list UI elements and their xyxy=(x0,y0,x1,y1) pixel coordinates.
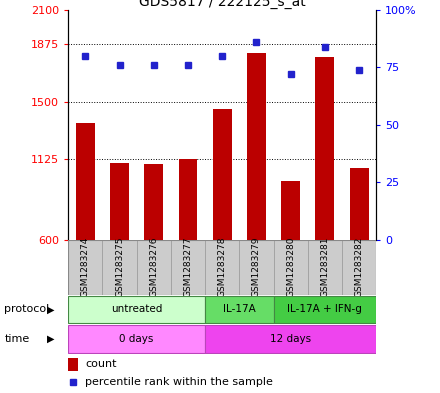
Bar xyxy=(247,53,266,240)
Text: IL-17A + IFN-g: IL-17A + IFN-g xyxy=(287,305,362,314)
Bar xyxy=(342,240,376,295)
Text: GSM1283282: GSM1283282 xyxy=(355,237,363,298)
Bar xyxy=(239,240,274,295)
Bar xyxy=(315,57,334,240)
Text: protocol: protocol xyxy=(4,305,50,314)
Text: GSM1283281: GSM1283281 xyxy=(320,237,330,298)
Text: untreated: untreated xyxy=(111,305,162,314)
Bar xyxy=(281,182,300,240)
Bar xyxy=(171,240,205,295)
Bar xyxy=(205,240,239,295)
Text: GSM1283275: GSM1283275 xyxy=(115,237,124,298)
Text: 12 days: 12 days xyxy=(270,334,311,344)
Bar xyxy=(274,240,308,295)
Text: GSM1283278: GSM1283278 xyxy=(218,237,227,298)
Bar xyxy=(308,240,342,295)
Bar xyxy=(110,163,129,240)
Text: GSM1283277: GSM1283277 xyxy=(183,237,192,298)
Bar xyxy=(213,109,231,240)
Bar xyxy=(76,123,95,240)
Text: GSM1283276: GSM1283276 xyxy=(149,237,158,298)
Text: ▶: ▶ xyxy=(47,334,55,344)
Text: IL-17A: IL-17A xyxy=(223,305,256,314)
Text: percentile rank within the sample: percentile rank within the sample xyxy=(85,377,273,387)
Text: time: time xyxy=(4,334,29,344)
Bar xyxy=(103,240,137,295)
Bar xyxy=(274,296,376,323)
Bar xyxy=(68,296,205,323)
Bar xyxy=(68,240,103,295)
Bar xyxy=(205,325,376,353)
Title: GDS5817 / 222125_s_at: GDS5817 / 222125_s_at xyxy=(139,0,305,9)
Text: ▶: ▶ xyxy=(47,305,55,314)
Text: 0 days: 0 days xyxy=(119,334,154,344)
Bar xyxy=(144,164,163,240)
Bar xyxy=(205,296,274,323)
Text: count: count xyxy=(85,359,117,369)
Bar xyxy=(350,168,369,240)
Bar xyxy=(137,240,171,295)
Text: GSM1283274: GSM1283274 xyxy=(81,237,90,298)
Text: GSM1283279: GSM1283279 xyxy=(252,237,261,298)
Bar xyxy=(179,159,198,240)
Bar xyxy=(68,325,205,353)
Bar xyxy=(68,358,78,371)
Text: GSM1283280: GSM1283280 xyxy=(286,237,295,298)
